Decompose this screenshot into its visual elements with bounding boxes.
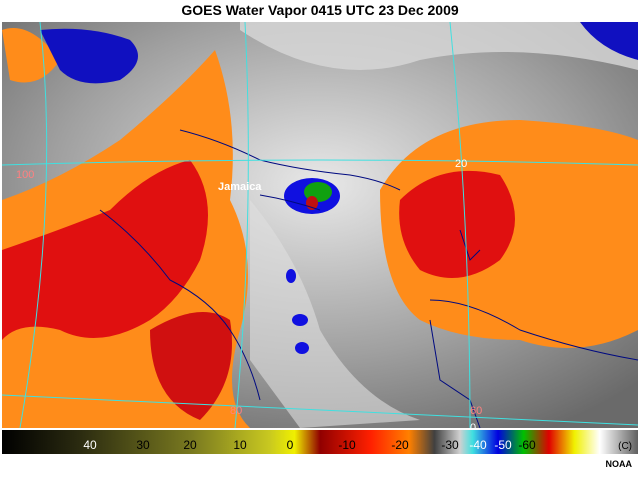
grid-label: 100 [16, 169, 34, 181]
colorbar-label: 40 [83, 438, 97, 452]
colorbar-label: 30 [136, 438, 150, 452]
grid-label: 80 [230, 405, 242, 417]
colorbar-label: -50 [494, 438, 512, 452]
colorbar [2, 430, 638, 454]
colorbar-label: -20 [391, 438, 409, 452]
colorbar-label: 20 [183, 438, 197, 452]
colorbar-label: 10 [233, 438, 247, 452]
grid-label: 60 [470, 405, 482, 417]
grid-label: 20 [455, 158, 467, 170]
title: GOES Water Vapor 0415 UTC 23 Dec 2009 [181, 2, 458, 18]
credit: NOAA [606, 459, 633, 469]
colorbar-label: 0 [287, 438, 294, 452]
place-label: Jamaica [218, 181, 262, 193]
satellite-image [1, 21, 639, 429]
colorbar-labels: 40 30 20 10 0 -10 -20 -30 -40 -50 -60 [83, 438, 536, 452]
colorbar-label: -60 [518, 438, 536, 452]
grid-label: 0 [470, 422, 476, 434]
colorbar-label: -40 [469, 438, 487, 452]
colorbar-label: -10 [338, 438, 356, 452]
colorbar-label: -30 [441, 438, 459, 452]
colorbar-unit: (C) [618, 441, 632, 452]
